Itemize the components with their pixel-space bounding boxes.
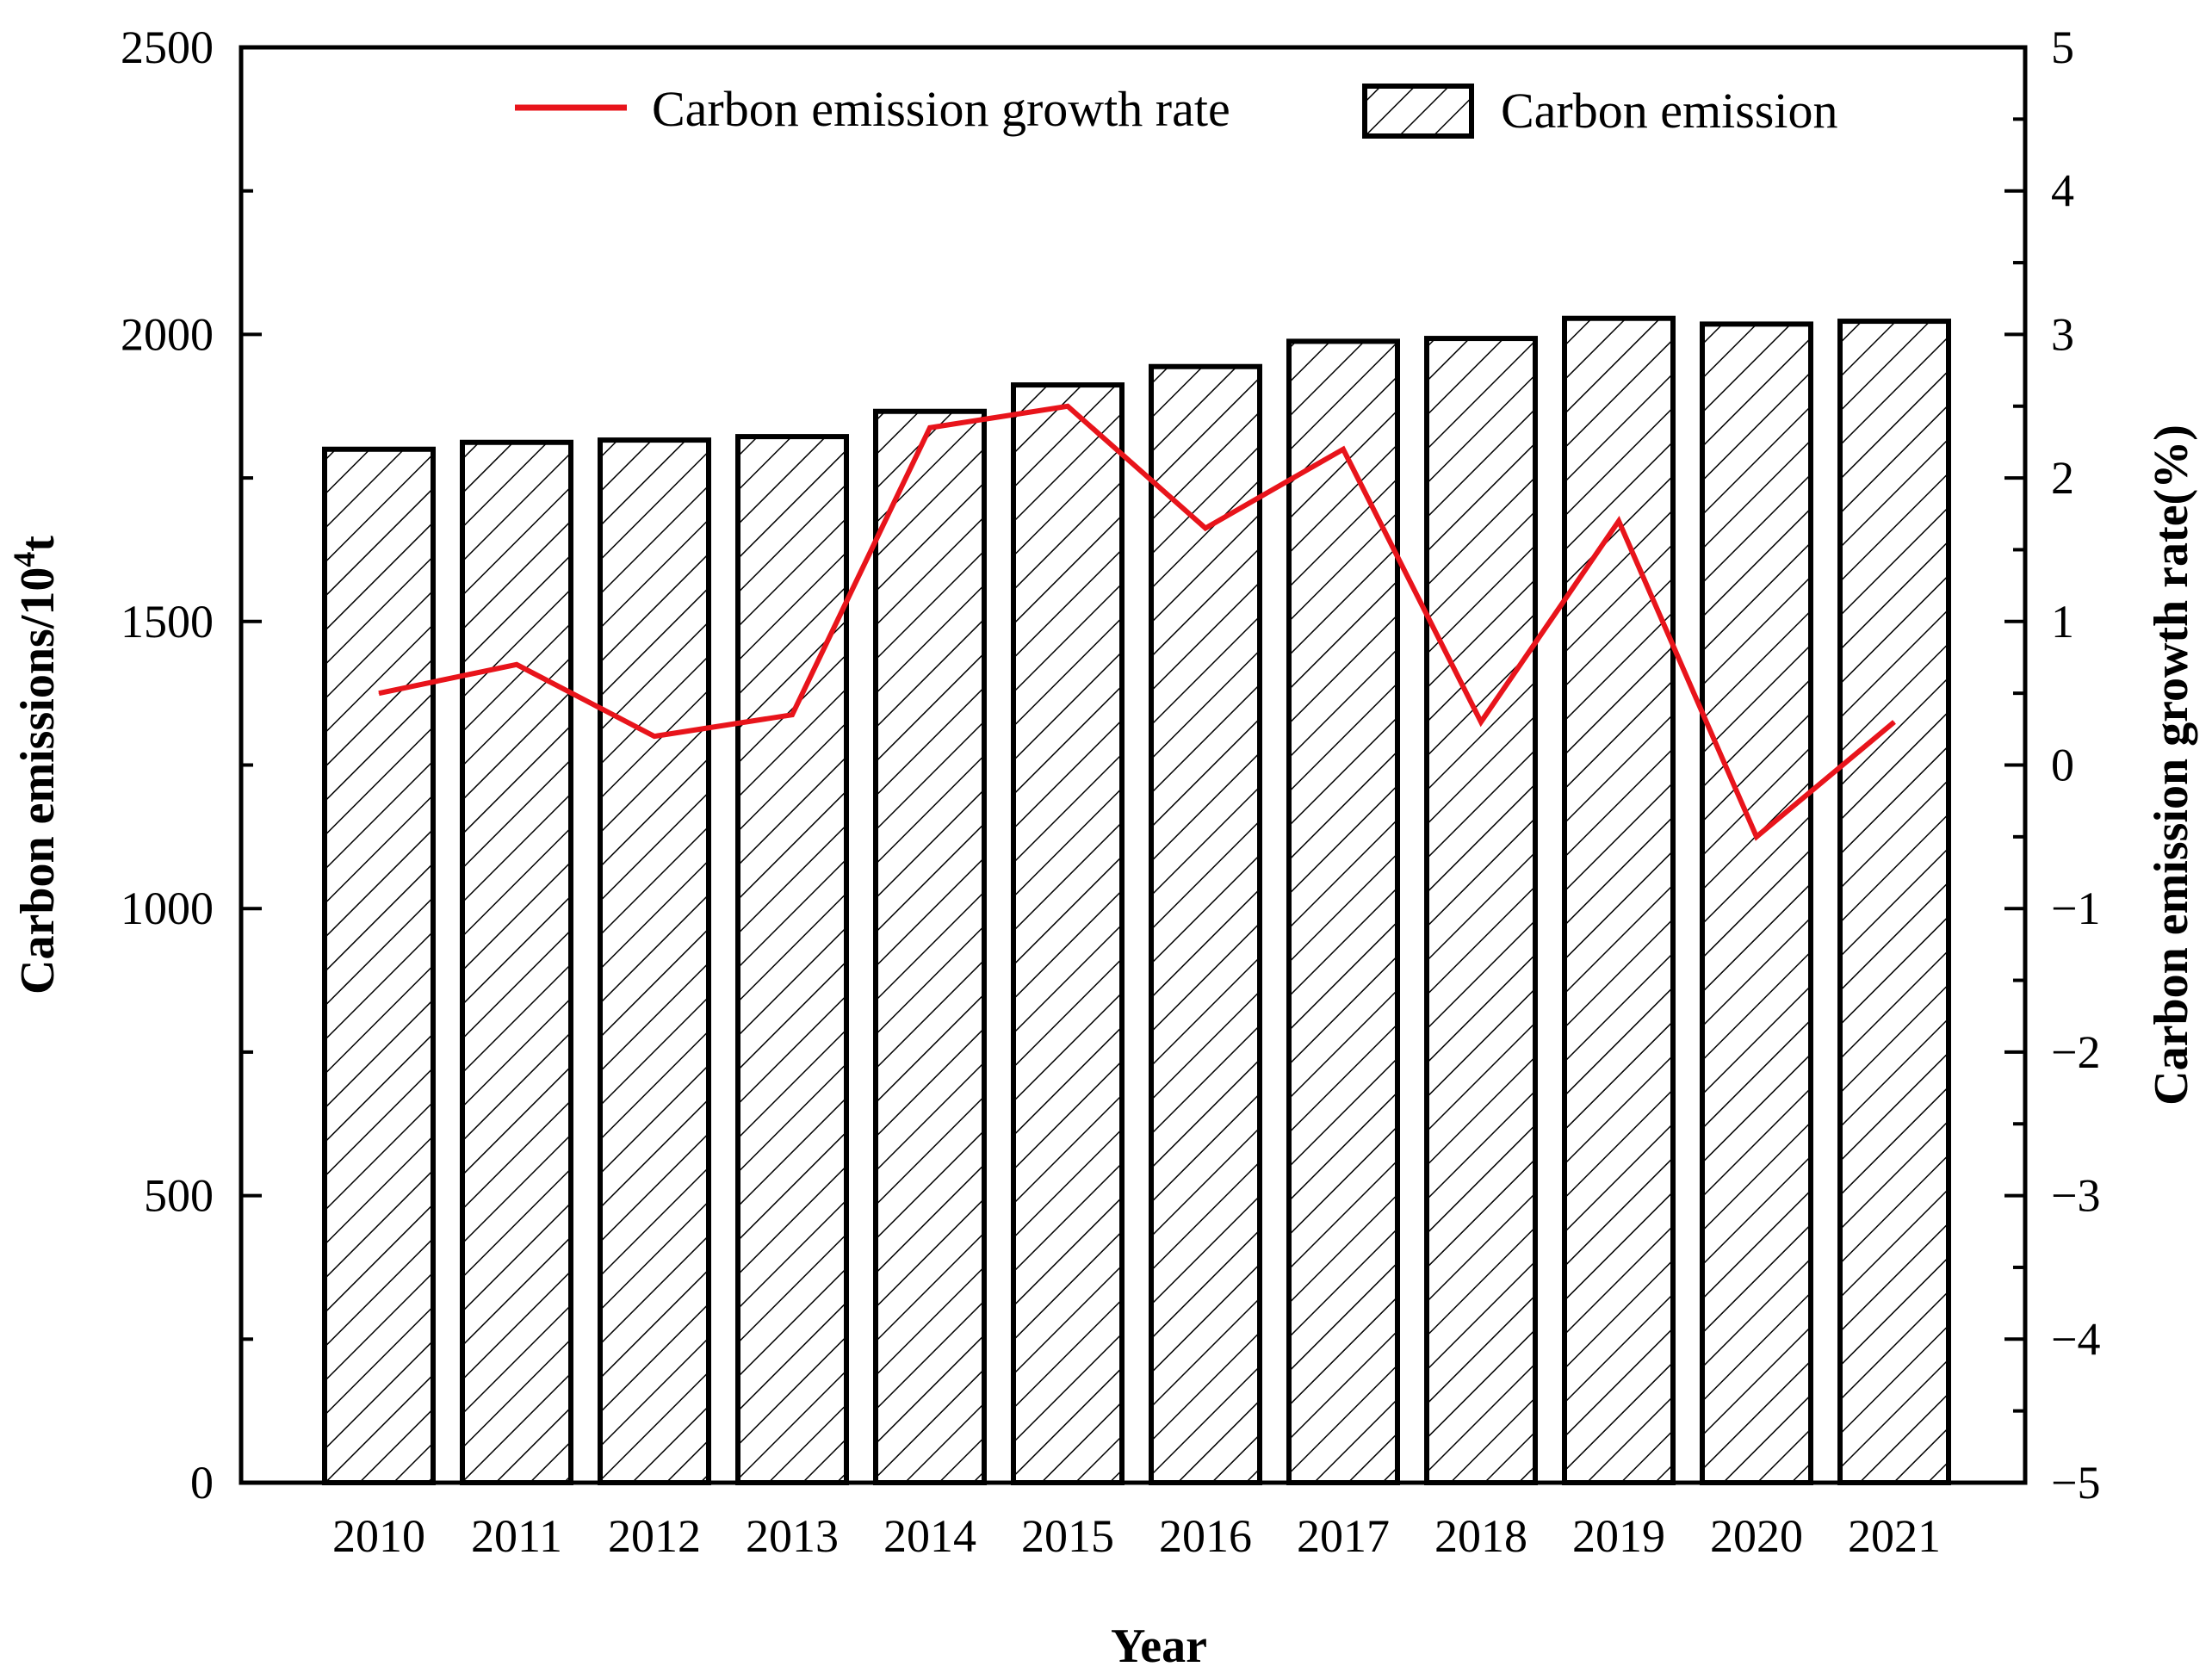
right-tick-label: −3 [2051,1170,2100,1222]
left-tick-label: 500 [144,1170,214,1222]
bar-2012 [598,437,711,1485]
growth-point-2010 [378,692,380,694]
bar-2016 [1149,363,1262,1485]
x-axis-title: Year [1111,1620,1207,1673]
growth-point-2014 [929,427,931,429]
right-tick-label: 1 [2051,596,2074,647]
y-axis-title-main: Carbon emissions/10 [11,567,65,994]
left-tick-label: 1500 [121,596,214,647]
right-tick-label: 3 [2051,308,2074,360]
x-tick-label: 2010 [332,1510,425,1562]
right-tick-label: −5 [2051,1457,2100,1509]
right-tick-label: 2 [2051,452,2074,504]
bar-2017 [1286,338,1400,1485]
bar-2013 [735,434,849,1485]
x-tick-label: 2018 [1434,1510,1527,1562]
right-tick-label: −1 [2051,883,2100,934]
axes-layer: 0 500 1000 1500 2000 2500 −5 −4 −3 −2 −1 0 1 2 3 4 5 2010… [7,22,2198,1673]
growth-point-2016 [1205,527,1206,529]
x-tick-label: 2020 [1710,1510,1803,1562]
bars-layer [322,315,1951,1486]
legend-line-label: Carbon emission growth rate [652,81,1230,137]
left-tick-label: 1000 [121,883,214,934]
y-axis-title-superscript: 4 [7,552,41,567]
bar-2020 [1700,321,1813,1486]
right-tick-label: 5 [2051,22,2074,73]
x-tick-label: 2011 [471,1510,562,1562]
x-tick-label: 2012 [608,1510,701,1562]
x-tick-label: 2019 [1572,1510,1665,1562]
right-tick-label: −2 [2051,1026,2100,1078]
growth-point-2019 [1618,520,1620,522]
right-tick-label: −4 [2051,1313,2100,1365]
right-tick-label: 4 [2051,165,2074,217]
x-tick-label: 2014 [883,1510,976,1562]
growth-line-layer [378,403,1896,841]
growth-point-2013 [791,714,793,716]
growth-rate-line [378,403,1896,841]
bar-2018 [1424,336,1538,1485]
bar-2021 [1837,319,1951,1485]
legend-bar-swatch [1362,84,1474,139]
y2-axis-title: Carbon emission growth rate(%) [2145,424,2198,1106]
x-tick-label: 2013 [746,1510,839,1562]
legend: Carbon emission growth rate Carbon emissi… [515,81,1837,139]
bar-2014 [873,408,987,1485]
right-tick-label: 0 [2051,740,2074,791]
legend-bar-label: Carbon emission [1501,83,1837,139]
left-tick-label: 0 [190,1457,214,1509]
left-tick-label: 2000 [121,308,214,360]
x-tick-label: 2017 [1297,1510,1390,1562]
bar-2015 [1011,382,1125,1486]
x-tick-label: 2021 [1848,1510,1941,1562]
bar-2019 [1562,315,1676,1485]
growth-point-2012 [654,735,655,737]
left-tick-label: 2500 [121,22,214,73]
y-axis-title-suffix: t [11,536,65,552]
x-tick-label: 2016 [1159,1510,1252,1562]
bar-2010 [322,446,436,1485]
x-tick-label: 2015 [1021,1510,1114,1562]
bar-2011 [460,439,573,1485]
y-axis-title: Carbon emissions/104t [7,536,65,994]
